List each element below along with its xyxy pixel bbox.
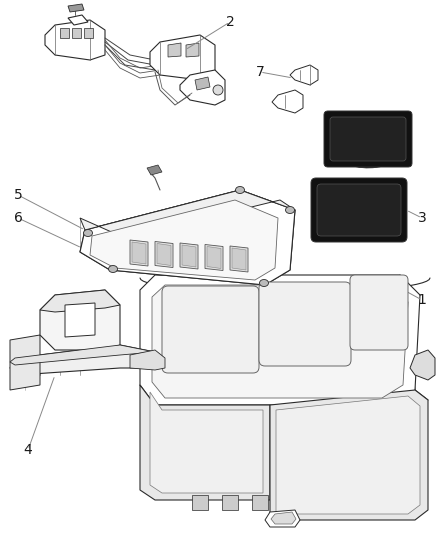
Polygon shape <box>80 190 295 285</box>
Polygon shape <box>314 180 406 240</box>
Polygon shape <box>40 290 120 350</box>
Polygon shape <box>60 28 69 38</box>
FancyBboxPatch shape <box>317 184 401 236</box>
Polygon shape <box>10 345 158 375</box>
Text: 2: 2 <box>226 15 234 29</box>
Ellipse shape <box>259 279 268 287</box>
Polygon shape <box>130 240 148 266</box>
Polygon shape <box>290 65 318 85</box>
Polygon shape <box>186 43 199 57</box>
Polygon shape <box>180 243 198 269</box>
Ellipse shape <box>286 206 294 214</box>
Polygon shape <box>410 350 435 380</box>
Polygon shape <box>80 190 295 238</box>
Text: 7: 7 <box>256 65 265 79</box>
Polygon shape <box>150 392 263 493</box>
Text: 3: 3 <box>417 211 426 225</box>
Polygon shape <box>180 70 225 105</box>
Polygon shape <box>326 112 410 168</box>
Polygon shape <box>265 510 300 527</box>
Polygon shape <box>155 241 173 268</box>
Polygon shape <box>80 190 295 285</box>
Polygon shape <box>222 495 238 510</box>
Polygon shape <box>40 290 120 312</box>
Polygon shape <box>230 246 248 272</box>
Text: 6: 6 <box>14 211 22 225</box>
Polygon shape <box>205 245 223 271</box>
Polygon shape <box>207 246 221 269</box>
Polygon shape <box>271 512 296 524</box>
FancyBboxPatch shape <box>311 178 407 242</box>
Ellipse shape <box>213 85 223 95</box>
Polygon shape <box>195 77 210 90</box>
Polygon shape <box>68 15 88 25</box>
Polygon shape <box>150 35 215 80</box>
Ellipse shape <box>236 187 244 193</box>
FancyBboxPatch shape <box>330 117 406 161</box>
Polygon shape <box>140 385 270 500</box>
Polygon shape <box>168 43 181 57</box>
FancyBboxPatch shape <box>324 111 412 167</box>
Polygon shape <box>272 90 303 113</box>
FancyBboxPatch shape <box>350 275 408 350</box>
Polygon shape <box>276 396 420 514</box>
Polygon shape <box>72 28 81 38</box>
Polygon shape <box>84 28 93 38</box>
Polygon shape <box>192 495 208 510</box>
Polygon shape <box>270 390 428 520</box>
Ellipse shape <box>109 265 117 272</box>
Text: 5: 5 <box>14 188 22 202</box>
Polygon shape <box>130 350 165 370</box>
FancyBboxPatch shape <box>162 286 259 373</box>
Text: 1: 1 <box>417 293 427 307</box>
Polygon shape <box>252 495 268 510</box>
Polygon shape <box>152 285 408 398</box>
Polygon shape <box>132 242 146 264</box>
Polygon shape <box>10 335 40 390</box>
Polygon shape <box>182 245 196 267</box>
Text: 4: 4 <box>24 443 32 457</box>
Polygon shape <box>157 244 171 265</box>
Polygon shape <box>232 248 246 270</box>
Polygon shape <box>90 200 278 280</box>
Polygon shape <box>65 303 95 337</box>
Ellipse shape <box>84 230 92 237</box>
Polygon shape <box>45 20 105 60</box>
Polygon shape <box>140 275 420 405</box>
Polygon shape <box>10 345 155 365</box>
Polygon shape <box>147 165 162 175</box>
Polygon shape <box>68 4 84 12</box>
FancyBboxPatch shape <box>259 282 351 366</box>
